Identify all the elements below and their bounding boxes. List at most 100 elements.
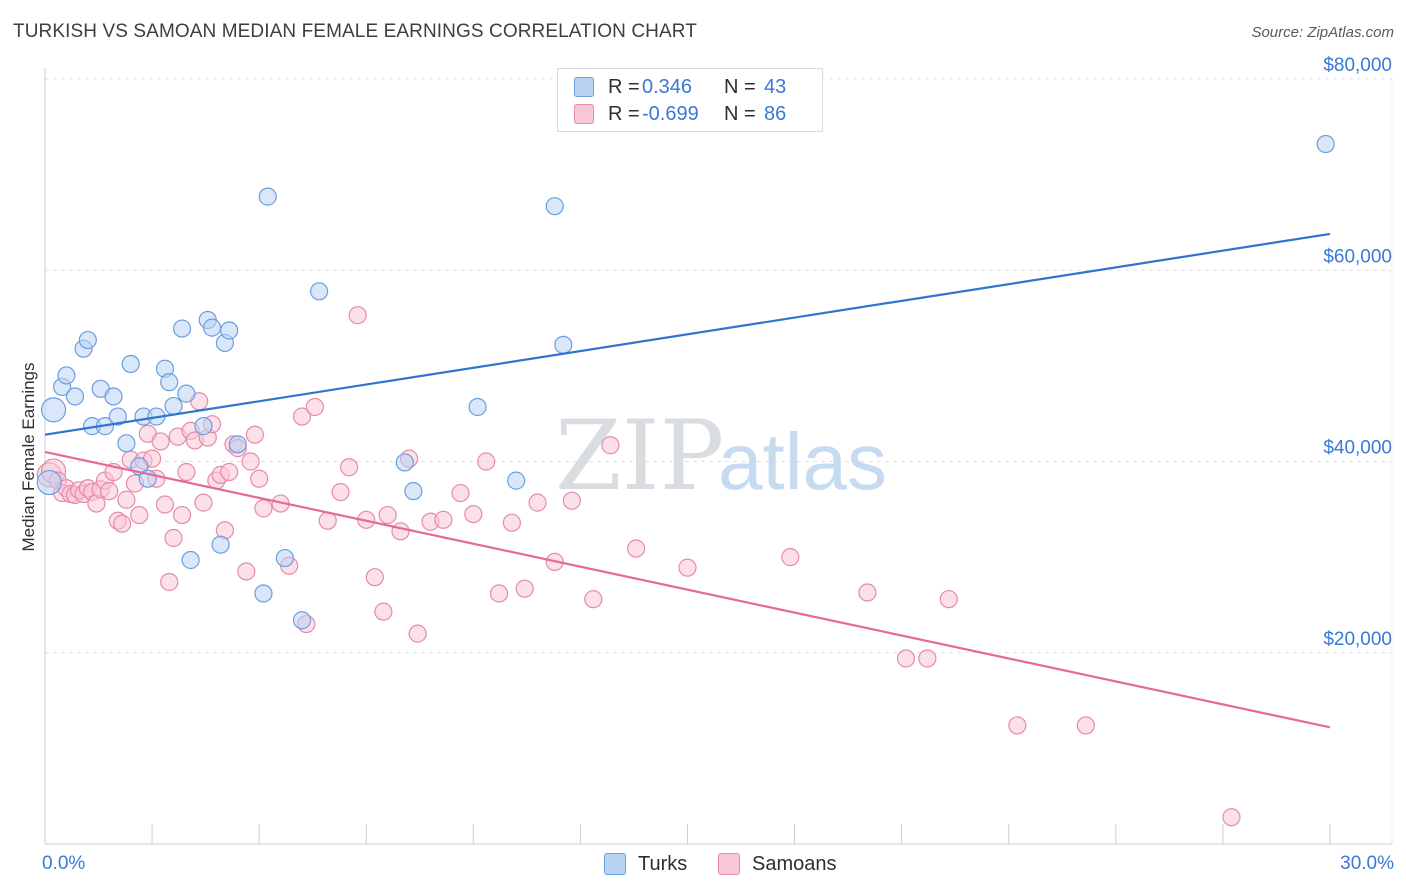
y-tick-label: $20,000 [1323, 629, 1392, 650]
turks-point [258, 187, 277, 206]
turks-point [181, 550, 200, 570]
samoans-point [348, 306, 367, 325]
samoans-point [464, 504, 483, 524]
samoans-point [194, 493, 213, 512]
samoans-point [220, 462, 239, 482]
turks-point [545, 197, 564, 216]
turks-point [117, 434, 136, 453]
samoans-point [408, 624, 427, 643]
samoans-point [112, 514, 132, 533]
samoans-legend-swatch [718, 853, 740, 875]
turks-point [404, 482, 423, 501]
turks-point [36, 469, 62, 496]
samoans-point [562, 491, 581, 510]
turks-point [554, 335, 573, 354]
watermark: ZIP atlas [555, 400, 887, 512]
source-label: Source: ZipAtlas.com [1251, 24, 1394, 41]
turks-n-label: N = [724, 75, 756, 98]
samoans-point [434, 510, 453, 529]
turks-point [202, 318, 222, 337]
turks-point [1316, 134, 1335, 154]
turks-point [104, 387, 123, 406]
samoans-point [678, 558, 697, 577]
turks-r-value: 0.346 [642, 75, 693, 98]
samoans-point [1222, 808, 1241, 827]
samoans-point [584, 590, 603, 609]
samoans-point [1008, 716, 1027, 735]
turks-point [468, 397, 487, 417]
samoans-point [918, 649, 937, 668]
y-tick-label: $40,000 [1323, 438, 1392, 459]
turks-point [507, 471, 526, 490]
samoans-point [155, 495, 175, 514]
turks-point [292, 611, 312, 630]
samoans-n-value: 86 [764, 102, 787, 125]
turks-point [172, 319, 192, 338]
samoans-trend-line [44, 450, 1331, 729]
y-tick-label: $80,000 [1323, 55, 1392, 76]
samoans-point [331, 483, 350, 502]
turks-point [228, 435, 247, 454]
legend-row-samoans: R = -0.699 N = 86 [574, 102, 786, 126]
y-tick-label: $60,000 [1323, 246, 1392, 267]
turks-point [121, 354, 140, 374]
x-tick-label-max: 30.0% [1340, 853, 1394, 874]
turks-trend-line [44, 232, 1331, 436]
turks-point [395, 453, 414, 472]
samoans-point [601, 436, 620, 455]
samoans-r-value: -0.699 [642, 102, 699, 125]
turks-point [160, 373, 179, 392]
turks-r-label: R = [608, 75, 640, 98]
samoans-point [292, 407, 312, 426]
turks-point [65, 387, 85, 406]
turks-point [108, 407, 127, 426]
samoans-point [172, 505, 192, 525]
turks-point [254, 584, 273, 603]
samoans-point [151, 432, 170, 451]
samoans-point [245, 425, 264, 444]
samoans-point [241, 452, 260, 471]
samoans-point [250, 469, 269, 488]
turks-point [194, 417, 213, 436]
trend-layer [44, 232, 1331, 729]
samoans-point [939, 590, 958, 609]
turks-n-value: 43 [764, 75, 787, 98]
turks-legend-swatch [604, 853, 626, 875]
turks-point [57, 366, 76, 385]
correlation-legend: R = 0.346 N = 43 R = -0.699 N = 86 [557, 68, 823, 132]
samoans-point [160, 572, 179, 592]
samoans-point [502, 513, 521, 532]
chart-title: TURKISH VS SAMOAN MEDIAN FEMALE EARNINGS… [13, 21, 697, 42]
samoans-point [391, 522, 410, 541]
samoans-point [254, 499, 273, 518]
turks-point [220, 321, 239, 340]
samoans-point [626, 539, 646, 558]
samoans-point [340, 458, 359, 477]
samoans-point [451, 483, 470, 503]
samoans-n-label: N = [724, 102, 756, 125]
samoans-point [1076, 716, 1095, 735]
turks-point [164, 396, 183, 416]
samoans-point [100, 482, 119, 501]
x-tick-label-min: 0.0% [42, 853, 85, 874]
y-axis-title: Median Female Earnings [19, 363, 38, 552]
samoans-point [177, 462, 196, 482]
samoans-point [164, 528, 183, 548]
samoans-legend-label: Samoans [752, 852, 837, 875]
samoans-point [858, 583, 877, 602]
samoans-points [36, 306, 1241, 827]
samoans-point [130, 505, 149, 525]
samoans-point [374, 602, 393, 621]
samoans-point [515, 579, 534, 598]
turks-point [211, 535, 230, 554]
samoans-swatch [574, 104, 594, 124]
samoans-r-label: R = [608, 102, 640, 125]
turks-point [310, 282, 329, 301]
turks-swatch [574, 77, 594, 97]
samoans-point [489, 584, 509, 603]
turks-point [177, 384, 196, 403]
bottom-legend-samoans: Samoans [718, 851, 837, 877]
samoans-point [305, 397, 324, 417]
turks-point [78, 330, 97, 350]
